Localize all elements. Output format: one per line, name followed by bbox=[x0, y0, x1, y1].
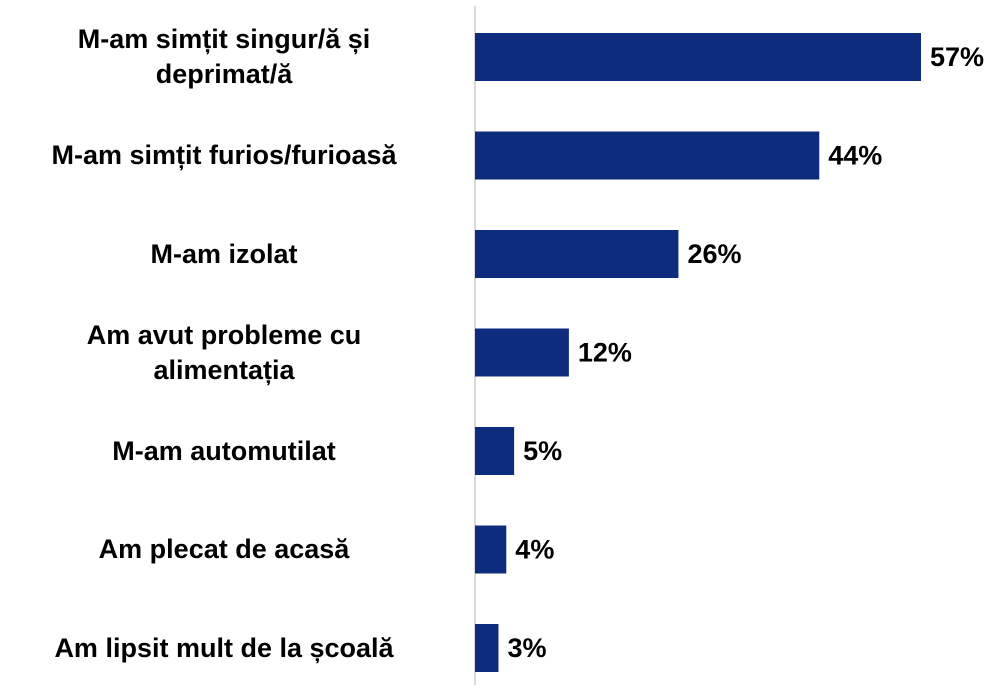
data-label: 3% bbox=[507, 633, 546, 663]
category-label: M-am izolat bbox=[150, 238, 298, 269]
data-label: 5% bbox=[523, 436, 562, 466]
data-label: 4% bbox=[515, 535, 554, 565]
category-label: Am avut probleme cu alimentația bbox=[86, 319, 362, 385]
data-label: 12% bbox=[578, 338, 632, 368]
bar bbox=[475, 427, 515, 475]
category-label: M-am automutilat bbox=[112, 435, 336, 466]
category-label: Am lipsit mult de la școală bbox=[54, 632, 394, 663]
bar bbox=[475, 33, 921, 81]
bar bbox=[475, 525, 507, 574]
category-label: M-am simțit singur/ă și deprimat/ă bbox=[77, 24, 371, 89]
bar bbox=[475, 328, 569, 377]
bar bbox=[475, 131, 820, 180]
data-label: 57% bbox=[930, 42, 984, 72]
data-label: 44% bbox=[828, 141, 882, 171]
bar bbox=[475, 624, 499, 672]
data-label: 26% bbox=[687, 239, 741, 269]
bar bbox=[475, 230, 679, 278]
category-label: Am plecat de acasă bbox=[98, 534, 350, 564]
category-label: M-am simțit furios/furioasă bbox=[51, 140, 397, 170]
